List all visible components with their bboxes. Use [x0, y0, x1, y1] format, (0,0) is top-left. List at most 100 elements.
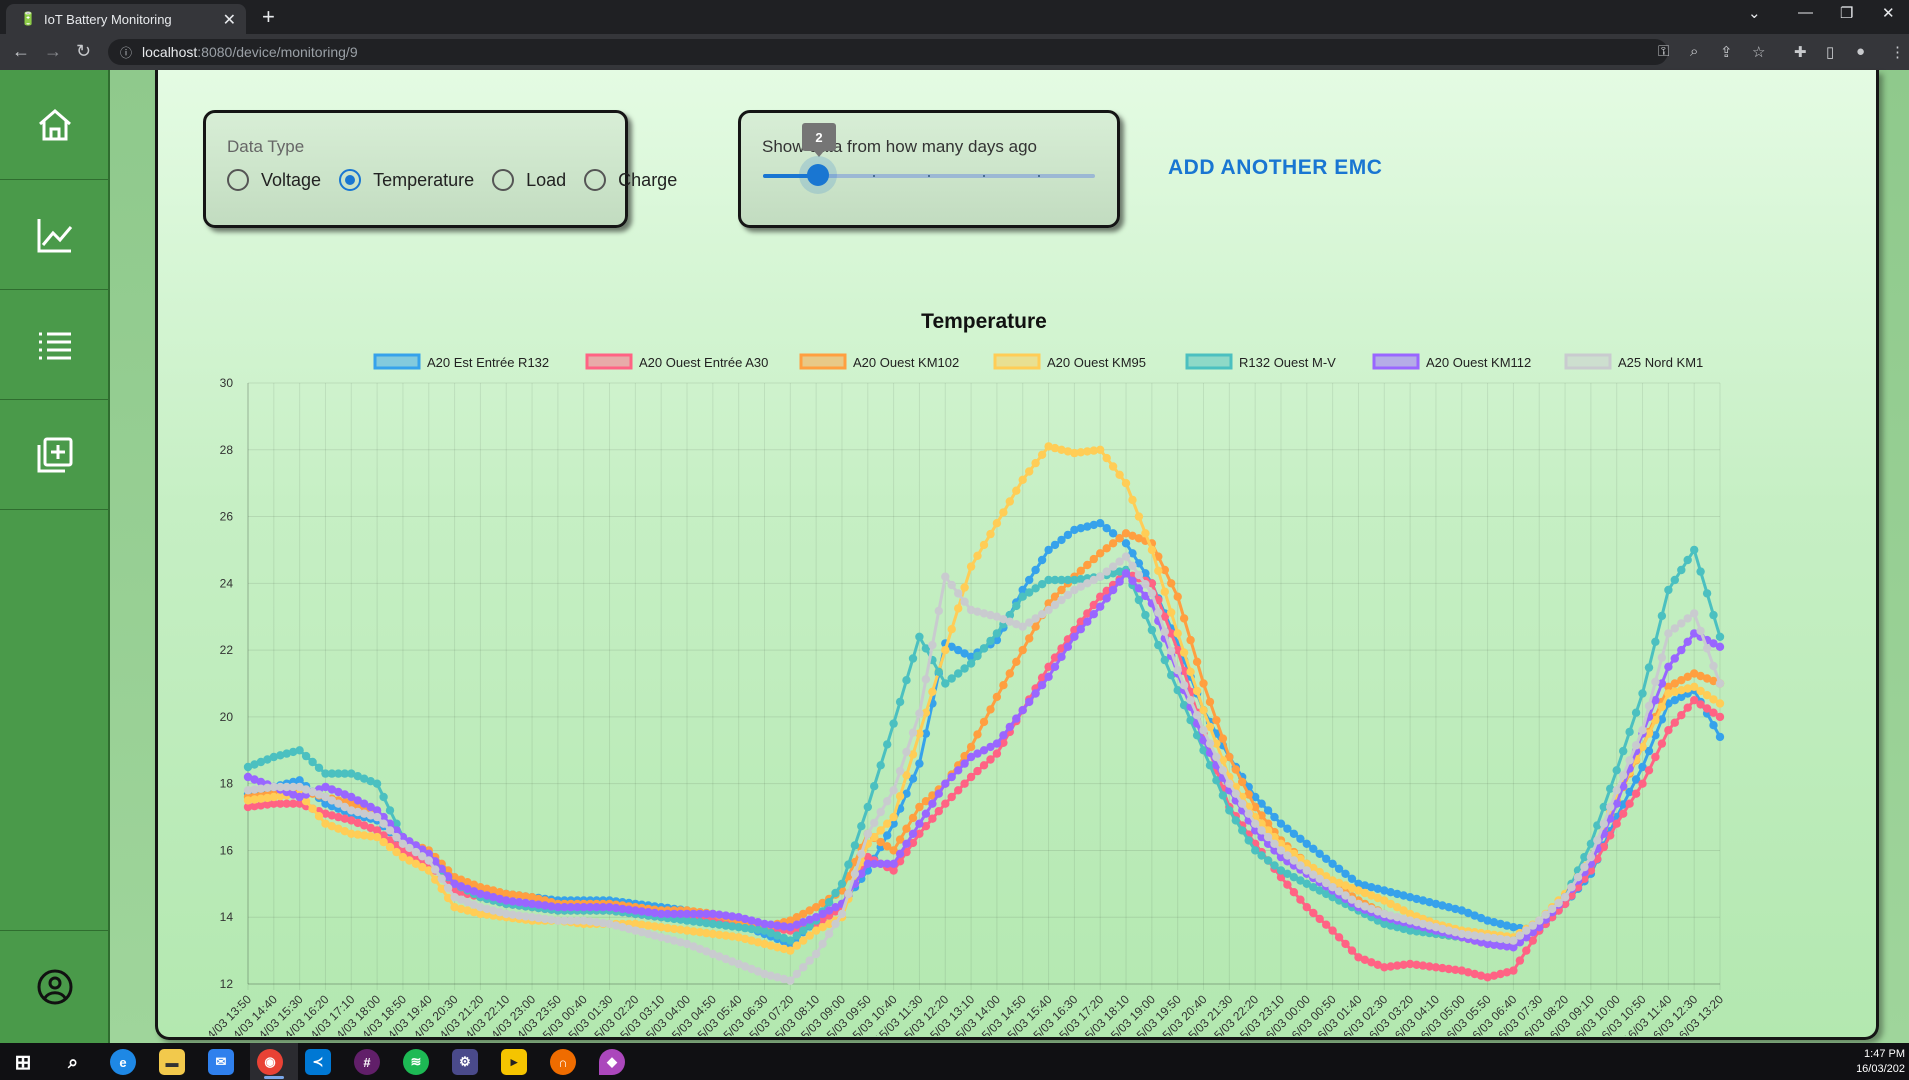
- legend-swatch: [1372, 353, 1420, 370]
- key-icon[interactable]: ⚿: [1658, 43, 1670, 60]
- sidebar-item-charts[interactable]: [0, 180, 110, 290]
- data-point: [1489, 940, 1499, 949]
- sidebar-item-add-device[interactable]: [0, 400, 110, 510]
- data-point: [385, 836, 395, 845]
- data-point: [482, 884, 492, 893]
- data-point: [1012, 714, 1021, 723]
- browser-tab[interactable]: 🔋 IoT Battery Monitoring ✕: [6, 4, 246, 34]
- days-slider-thumb[interactable]: [807, 164, 829, 186]
- reload-button[interactable]: ↻: [76, 41, 92, 61]
- data-point: [1715, 732, 1725, 742]
- data-point: [1315, 867, 1324, 877]
- forward-button[interactable]: →: [44, 41, 62, 61]
- data-point: [947, 674, 956, 683]
- zoom-icon[interactable]: ⌕: [1690, 43, 1699, 60]
- data-point: [1664, 585, 1673, 595]
- days-slider-track[interactable]: [763, 174, 1095, 178]
- new-tab-button[interactable]: +: [262, 4, 275, 29]
- radio-circle[interactable]: [584, 169, 607, 191]
- data-point: [973, 607, 982, 616]
- network-tool-icon[interactable]: ⚙: [452, 1049, 478, 1075]
- data-point: [1457, 966, 1467, 975]
- data-point: [1309, 844, 1318, 853]
- data-point: [1167, 629, 1176, 638]
- data-point: [831, 888, 840, 898]
- data-point: [1438, 924, 1447, 934]
- radio-circle[interactable]: [227, 169, 249, 191]
- data-point: [456, 882, 466, 891]
- data-point: [269, 792, 278, 802]
- data-point: [708, 929, 717, 939]
- extensions-icon[interactable]: ✚: [1794, 44, 1807, 61]
- radio-temperature[interactable]: Temperature: [339, 169, 474, 191]
- data-point: [708, 909, 717, 919]
- data-point: [1606, 802, 1615, 812]
- data-point: [889, 859, 898, 868]
- data-point: [1283, 880, 1292, 889]
- data-point: [392, 847, 401, 857]
- radio-voltage[interactable]: Voltage: [227, 169, 321, 191]
- data-point: [1115, 470, 1124, 479]
- data-point: [837, 909, 847, 919]
- minimize-button[interactable]: —: [1798, 4, 1813, 21]
- data-point: [1619, 746, 1628, 756]
- menu-icon[interactable]: ⋮: [1890, 44, 1905, 61]
- close-window-button[interactable]: ✕: [1882, 5, 1895, 22]
- sticky-notes-icon[interactable]: ▸: [501, 1049, 527, 1075]
- data-point: [276, 792, 285, 801]
- data-point: [424, 856, 433, 865]
- sidebar-item-home[interactable]: [0, 70, 110, 180]
- system-clock[interactable]: 1:47 PM 16/03/202: [1856, 1047, 1905, 1077]
- drop-app-icon[interactable]: ◆: [599, 1049, 625, 1075]
- data-point: [1044, 599, 1053, 608]
- search-icon[interactable]: ⌕: [67, 1051, 79, 1072]
- bookmark-star-icon[interactable]: ☆: [1752, 44, 1766, 61]
- data-point: [637, 907, 646, 916]
- vscode-icon[interactable]: ≺: [305, 1049, 331, 1075]
- slack-icon[interactable]: #: [354, 1049, 380, 1075]
- data-point: [1347, 874, 1357, 883]
- windows-start-icon[interactable]: ⊞: [14, 1051, 32, 1074]
- file-explorer-icon[interactable]: ▬: [159, 1049, 185, 1075]
- data-point: [1606, 784, 1615, 793]
- add-emc-button[interactable]: ADD ANOTHER EMC: [1168, 156, 1383, 179]
- data-point: [360, 831, 369, 840]
- data-point: [1644, 746, 1654, 756]
- close-tab-icon[interactable]: ✕: [222, 12, 236, 29]
- data-point: [1418, 896, 1428, 905]
- alert-app-icon[interactable]: ∩: [550, 1049, 576, 1075]
- chrome-icon[interactable]: ◉: [257, 1049, 283, 1075]
- data-point: [269, 799, 278, 808]
- data-point: [573, 903, 582, 912]
- share-icon[interactable]: ⇪: [1720, 44, 1733, 61]
- data-point: [644, 908, 653, 917]
- sidebar-item-list[interactable]: [0, 290, 110, 400]
- data-point: [1083, 609, 1092, 618]
- sidebar-item-account[interactable]: [0, 930, 110, 1043]
- profile-avatar-icon[interactable]: ●: [1856, 43, 1866, 60]
- side-panel-icon[interactable]: ▯: [1826, 44, 1835, 61]
- data-point: [773, 973, 782, 982]
- data-point: [947, 580, 956, 590]
- radio-load[interactable]: Load: [492, 169, 566, 191]
- restore-button[interactable]: ❐: [1840, 5, 1854, 22]
- site-info-icon[interactable]: ⓘ: [120, 45, 133, 60]
- data-point: [1431, 923, 1441, 932]
- data-point: [515, 891, 524, 900]
- data-point: [405, 849, 414, 858]
- radio-circle[interactable]: [339, 169, 362, 191]
- data-point: [411, 847, 421, 857]
- spotify-icon[interactable]: ≋: [403, 1049, 429, 1075]
- data-point: [850, 869, 860, 878]
- data-point: [657, 923, 666, 932]
- radio-charge[interactable]: Charge: [584, 169, 677, 191]
- radio-circle[interactable]: [492, 169, 515, 191]
- data-point: [805, 915, 814, 924]
- edge-icon[interactable]: e: [110, 1049, 136, 1075]
- data-point: [1167, 646, 1176, 656]
- tab-search-icon[interactable]: ⌄: [1748, 5, 1761, 22]
- mail-icon[interactable]: ✉: [208, 1049, 234, 1075]
- url-bar[interactable]: ⓘ localhost:8080/device/monitoring/9: [108, 39, 1668, 65]
- data-point: [495, 888, 504, 897]
- back-button[interactable]: ←: [12, 41, 30, 61]
